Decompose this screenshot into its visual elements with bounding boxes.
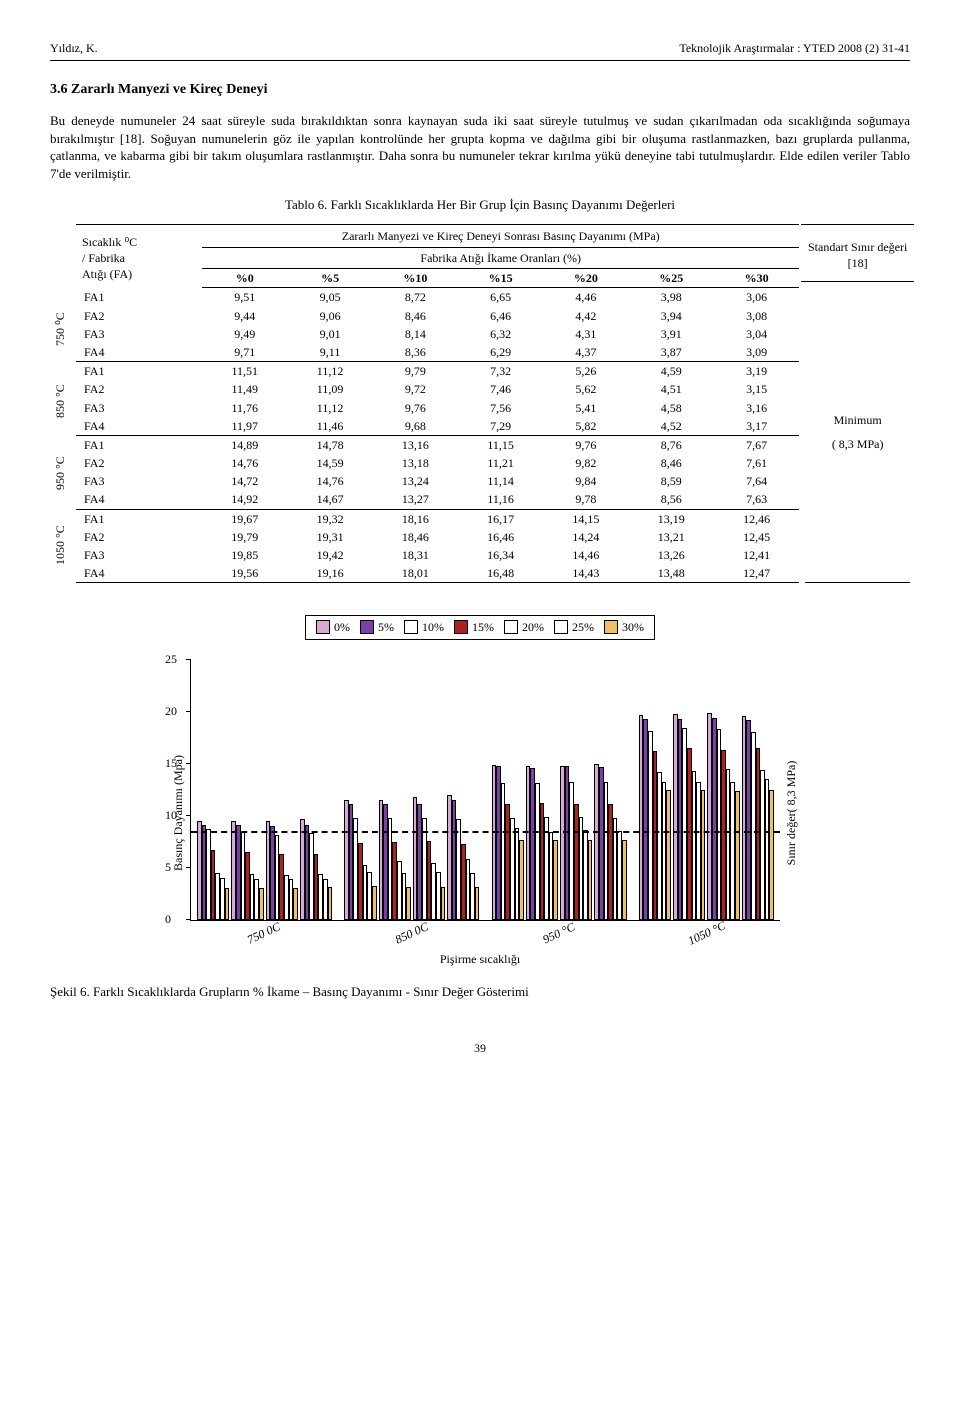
chart-bar: [701, 790, 706, 919]
table6-std-col: Standart Sınır değeri [18] Minimum ( 8,3…: [805, 224, 910, 584]
legend-item: 10%: [404, 619, 444, 635]
chart-xaxis-title: Pişirme sıcaklığı: [160, 951, 800, 967]
chart-bar: [553, 840, 558, 919]
chart-cluster: [197, 821, 229, 920]
chart-group: [338, 660, 485, 920]
chart-cluster: [673, 714, 705, 920]
std-value: Minimum ( 8,3 MPa): [805, 282, 910, 583]
ytick: 20: [165, 703, 177, 719]
chart-cluster: [231, 821, 263, 919]
chart-bar: [406, 887, 411, 920]
table6-caption: Tablo 6. Farklı Sıcaklıklarda Her Bir Gr…: [50, 196, 910, 214]
header-right: Teknolojik Araştırmalar : YTED 2008 (2) …: [679, 40, 910, 56]
std-header: Standart Sınır değeri [18]: [801, 224, 914, 282]
chart-group: [486, 660, 633, 920]
legend-item: 0%: [316, 619, 350, 635]
legend-item: 25%: [554, 619, 594, 635]
chart-bar: [735, 791, 740, 920]
page-header: Yıldız, K. Teknolojik Araştırmalar : YTE…: [50, 40, 910, 56]
chart-cluster: [492, 765, 524, 920]
table6-table: Sıcaklık ⁰C/ FabrikaAtığı (FA)Zararlı Ma…: [76, 224, 799, 584]
temp-label: 850 °C: [50, 365, 70, 437]
chart-bar: [259, 888, 264, 920]
chart-cluster: [707, 713, 739, 919]
chart-group: [191, 660, 338, 920]
chart-cluster: [560, 766, 592, 920]
chart-ylabel-right: Sınır değer( 8,3 MPa): [784, 761, 800, 866]
legend-item: 20%: [504, 619, 544, 635]
chart-cluster: [639, 715, 671, 920]
chart-plot: 0510152025: [190, 660, 780, 921]
table6: 750 ⁰C850 °C950 °C1050 °C Sıcaklık ⁰C/ F…: [50, 224, 910, 584]
legend-item: 15%: [454, 619, 494, 635]
legend-item: 5%: [360, 619, 394, 635]
fig6-caption: Şekil 6. Farklı Sıcaklıklarda Grupların …: [50, 983, 910, 1001]
chart-cluster: [526, 766, 558, 920]
page-number: 39: [50, 1040, 910, 1056]
limit-line: [191, 831, 780, 833]
chart-cluster: [742, 716, 774, 919]
chart: Basınç Dayanımı (Mpa) Sınır değer( 8,3 M…: [160, 660, 800, 967]
chart-bar: [372, 886, 377, 919]
chart-bar: [666, 790, 671, 920]
chart-xlabels: 750 0C850 0C950 °C1050 °C: [190, 925, 780, 941]
ytick: 0: [165, 911, 171, 927]
chart-cluster: [266, 821, 298, 920]
temp-label: 1050 °C: [50, 509, 70, 581]
ytick: 10: [165, 807, 177, 823]
section-paragraph: Bu deneyde numuneler 24 saat süreyle sud…: [50, 112, 910, 182]
chart-legend: 0% 5% 10% 15% 20% 25% 30%: [305, 615, 655, 639]
chart-bar: [225, 888, 230, 920]
header-left: Yıldız, K.: [50, 40, 98, 56]
chart-group: [633, 660, 780, 920]
ytick: 15: [165, 755, 177, 771]
header-rule: [50, 60, 910, 61]
chart-bars: [191, 660, 780, 920]
ytick: 25: [165, 651, 177, 667]
ytick: 5: [165, 859, 171, 875]
temp-group-labels: 750 ⁰C850 °C950 °C1050 °C: [50, 224, 70, 584]
chart-cluster: [344, 800, 376, 920]
legend-item: 30%: [604, 619, 644, 635]
std-value-l1: Minimum: [834, 412, 882, 428]
chart-bar: [519, 840, 524, 920]
std-value-l2: ( 8,3 MPa): [832, 436, 884, 452]
chart-legend-row: 0% 5% 10% 15% 20% 25% 30%: [50, 609, 910, 659]
temp-label: 750 ⁰C: [50, 293, 70, 365]
chart-cluster: [413, 797, 445, 919]
chart-cluster: [379, 800, 411, 919]
section-heading: 3.6 Zararlı Manyezi ve Kireç Deneyi: [50, 81, 910, 100]
temp-label: 950 °C: [50, 437, 70, 509]
